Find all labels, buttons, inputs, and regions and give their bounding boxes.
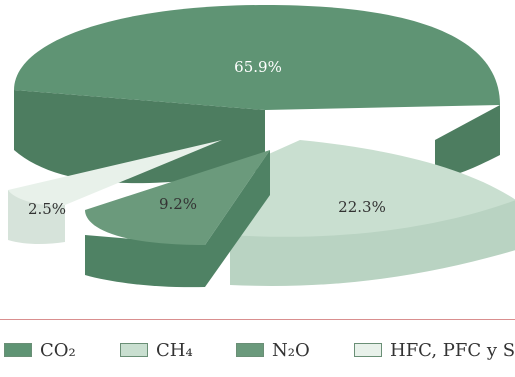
legend-divider bbox=[0, 319, 515, 320]
legend-item-co2: CO₂ bbox=[4, 330, 76, 370]
data-label-hfc: 2.5% bbox=[28, 200, 66, 218]
legend-swatch-hfc bbox=[354, 343, 382, 357]
slice-ch4-side bbox=[230, 200, 515, 286]
slice-ch4-top bbox=[230, 140, 515, 237]
legend-label-n2o: N₂O bbox=[272, 339, 310, 361]
legend-swatch-co2 bbox=[4, 343, 32, 357]
legend-item-ch4: CH₄ bbox=[120, 330, 193, 370]
slice-co2-top bbox=[14, 5, 500, 110]
legend-swatch-n2o bbox=[236, 343, 264, 357]
data-label-ch4: 22.3% bbox=[338, 198, 386, 216]
slice-n2o-side-right bbox=[205, 150, 270, 287]
slice-n2o-top bbox=[85, 150, 270, 245]
legend-item-n2o: N₂O bbox=[236, 330, 310, 370]
slice-n2o: 9.2% bbox=[85, 150, 270, 288]
legend-swatch-ch4 bbox=[120, 343, 148, 357]
slice-hfc-top bbox=[8, 140, 222, 206]
data-label-co2: 65.9% bbox=[234, 58, 282, 76]
slice-n2o-side bbox=[85, 235, 205, 288]
data-label-n2o: 9.2% bbox=[159, 195, 197, 213]
slice-ch4: 22.3% bbox=[230, 140, 515, 286]
slice-co2-side bbox=[14, 90, 265, 184]
legend-item-hfc: HFC, PFC y SF₆ bbox=[354, 330, 515, 370]
slice-co2-side-right bbox=[435, 105, 500, 180]
legend-label-hfc: HFC, PFC y SF₆ bbox=[390, 339, 515, 361]
slice-co2: 65.9% bbox=[14, 5, 500, 184]
legend: CO₂ CH₄ N₂O HFC, PFC y SF₆ bbox=[0, 330, 515, 370]
legend-label-co2: CO₂ bbox=[40, 339, 76, 361]
pie-chart: 65.9% 22.3% 9.2% 2.5% bbox=[8, 5, 515, 288]
slice-hfc: 2.5% bbox=[8, 140, 222, 245]
legend-label-ch4: CH₄ bbox=[156, 339, 193, 361]
